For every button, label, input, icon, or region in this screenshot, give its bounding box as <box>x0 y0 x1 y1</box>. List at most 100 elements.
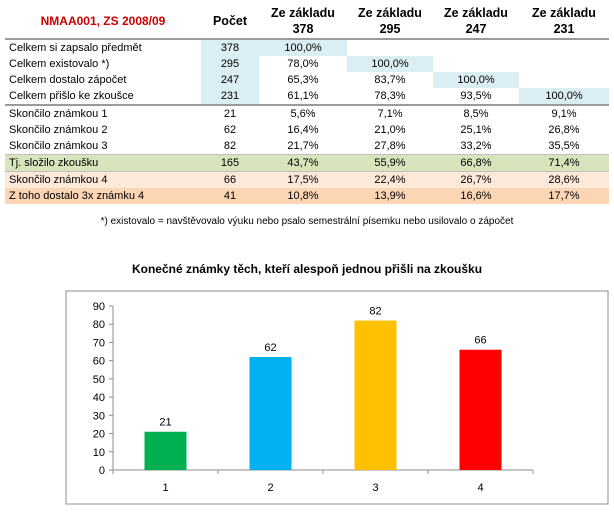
table-cell: 33,2% <box>460 140 492 152</box>
x-tick-label: 3 <box>372 482 378 494</box>
table-cell: 55,9% <box>347 154 433 172</box>
column-header-line2: 231 <box>553 22 575 36</box>
x-tick-label: 1 <box>162 482 168 494</box>
table-cell: 10,8% <box>259 188 347 204</box>
table-cell: 8,5% <box>433 104 519 122</box>
row-label: Celkem přišlo ke zkoušce <box>9 90 134 102</box>
column-header-line2: 378 <box>292 22 314 36</box>
table-cell: 7,1% <box>347 104 433 122</box>
table-cell: 247 <box>201 72 259 88</box>
column-header: Ze základu 231 <box>519 4 609 40</box>
table-cell: 41 <box>201 188 259 204</box>
x-tick-label: 4 <box>477 482 483 494</box>
row-label: Z toho dostalo 3x známku 4 <box>5 188 201 204</box>
table-cell: 35,5% <box>548 140 580 152</box>
table-cell: 16,4% <box>287 124 319 136</box>
bar-1 <box>144 431 187 470</box>
y-tick-label: 40 <box>93 392 105 404</box>
row-label: Skončilo známkou 2 <box>9 124 108 136</box>
table-cell: 21,7% <box>287 140 319 152</box>
table-cell: 43,7% <box>259 154 347 172</box>
column-header-line1: Ze základu <box>444 6 508 20</box>
y-tick-label: 10 <box>93 447 105 459</box>
column-header: Ze základu 378 <box>259 4 347 40</box>
table-cell: 100,0% <box>433 72 519 88</box>
table-cell: 78,0% <box>287 58 319 70</box>
table-cell: 78,3% <box>374 90 406 102</box>
y-tick-label: 80 <box>93 319 105 331</box>
row-label: Skončilo známkou 4 <box>5 171 201 188</box>
table-cell: 93,5% <box>460 90 492 102</box>
table-row: Celkem dostalo zápočet 247 65,3% 83,7% 1… <box>5 72 609 88</box>
row-label: Celkem existovalo *) <box>9 58 110 70</box>
row-label: Skončilo známkou 1 <box>5 104 201 122</box>
table-cell: 295 <box>201 56 259 72</box>
table-cell: 17,7% <box>519 188 609 204</box>
y-tick-label: 0 <box>99 465 105 477</box>
table-cell: 65,3% <box>287 74 319 86</box>
chart-title: Konečné známky těch, kteří alespoň jedno… <box>131 262 483 276</box>
row-label: Celkem dostalo zápočet <box>9 74 127 86</box>
y-tick-label: 90 <box>93 301 105 313</box>
table-row: Celkem si zapsalo předmět 378 100,0% <box>5 39 609 56</box>
table-cell: 26,8% <box>548 124 580 136</box>
chart-frame <box>65 290 609 505</box>
table-cell: 62 <box>223 124 237 136</box>
column-header: Ze základu 247 <box>433 4 519 40</box>
bar-4 <box>459 349 502 470</box>
table-cell: 100,0% <box>347 56 433 72</box>
y-tick-label: 30 <box>93 410 105 422</box>
row-label: Celkem si zapsalo předmět <box>9 42 142 54</box>
table-row: Celkem přišlo ke zkoušce 231 61,1% 78,3%… <box>5 88 609 105</box>
table-cell: 17,5% <box>259 171 347 188</box>
data-label: 21 <box>159 417 171 429</box>
bar-3 <box>354 320 397 470</box>
table-cell: 71,4% <box>519 154 609 172</box>
table-row: Skončilo známkou 3 82 21,7% 27,8% 33,2% … <box>5 138 609 155</box>
column-header: Ze základu 295 <box>347 4 433 40</box>
column-header-line1: Ze základu <box>271 6 335 20</box>
table-cell: 21,0% <box>374 124 406 136</box>
y-tick-label: 50 <box>93 374 105 386</box>
table-cell: 13,9% <box>347 188 433 204</box>
table-cell: 83,7% <box>374 74 406 86</box>
table-cell: 25,1% <box>460 124 492 136</box>
table-row: Skončilo známkou 4 66 17,5% 22,4% 26,7% … <box>5 171 609 188</box>
table-row: Skončilo známkou 2 62 16,4% 21,0% 25,1% … <box>5 122 609 138</box>
column-header-line1: Ze základu <box>532 6 596 20</box>
table-title: NMAA001, ZS 2008/09 <box>5 4 201 40</box>
column-header-line1: Počet <box>212 14 248 28</box>
table-cell: 61,1% <box>287 90 319 102</box>
table-cell: 100,0% <box>259 39 347 56</box>
table-cell: 21 <box>201 104 259 122</box>
column-header-line1: Ze základu <box>358 6 422 20</box>
x-tick-label: 2 <box>267 482 273 494</box>
table-row: Tj. složilo zkoušku 165 43,7% 55,9% 66,8… <box>5 154 609 172</box>
column-header-line2: 295 <box>379 22 401 36</box>
table-cell: 22,4% <box>347 171 433 188</box>
table-cell: 28,6% <box>519 171 609 188</box>
table-cell: 378 <box>201 39 259 56</box>
table-cell: 66 <box>201 171 259 188</box>
table-cell: 9,1% <box>519 104 609 122</box>
table-cell: 66,8% <box>433 154 519 172</box>
table-cell: 231 <box>201 88 259 105</box>
table-cell: 82 <box>223 140 237 152</box>
y-tick-label: 20 <box>93 429 105 441</box>
data-label: 62 <box>264 342 276 354</box>
data-label: 66 <box>474 335 486 347</box>
row-label: Tj. složilo zkoušku <box>5 154 201 172</box>
bar-2 <box>249 357 292 470</box>
table-cell: 5,6% <box>259 104 347 122</box>
statistics-table: NMAA001, ZS 2008/09 Počet Ze základu 378 … <box>5 4 609 204</box>
data-label: 82 <box>369 306 381 318</box>
y-tick-label: 60 <box>93 356 105 368</box>
y-tick-label: 70 <box>93 337 105 349</box>
column-header: Počet <box>201 4 259 40</box>
table-cell: 16,6% <box>433 188 519 204</box>
footnote: *) existovalo = navštěvovalo výuku nebo … <box>100 216 514 227</box>
table-row: Celkem existovalo *) 295 78,0% 100,0% <box>5 56 609 72</box>
table-cell: 165 <box>201 154 259 172</box>
table-cell: 26,7% <box>433 171 519 188</box>
